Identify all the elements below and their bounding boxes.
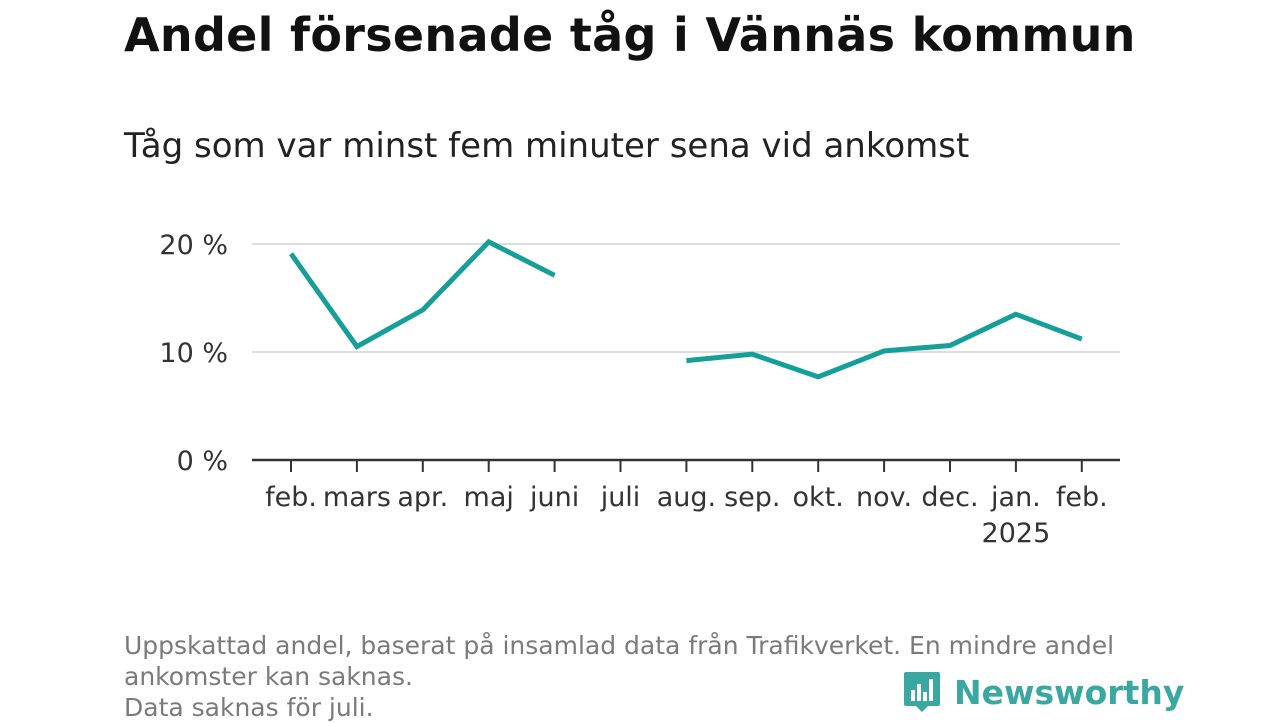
x-year-label: 2025	[982, 518, 1051, 549]
x-tick-label: feb.	[265, 482, 317, 513]
x-tick-label: nov.	[856, 482, 912, 513]
brand-name: Newsworthy	[954, 673, 1184, 712]
footnote-line-1: Uppskattad andel, baserat på insamlad da…	[124, 630, 1164, 661]
x-tick-label: maj	[464, 482, 514, 513]
series-line	[686, 314, 1081, 377]
y-tick-label: 20 %	[159, 230, 228, 261]
x-tick-label: okt.	[793, 482, 844, 513]
x-tick-label: jan.	[990, 482, 1041, 513]
y-tick-label: 10 %	[159, 338, 228, 369]
x-tick-label: sep.	[724, 482, 780, 513]
x-tick-label: feb.	[1056, 482, 1108, 513]
x-tick-label: juni	[529, 482, 579, 513]
x-tick-label: apr.	[397, 482, 448, 513]
x-tick-label: mars	[323, 482, 391, 513]
newsworthy-logo-icon	[902, 670, 942, 714]
series-line	[291, 242, 555, 347]
x-tick-label: dec.	[921, 482, 978, 513]
brand-logo: Newsworthy	[902, 670, 1184, 714]
x-tick-label: aug.	[657, 482, 716, 513]
x-tick-label: juli	[600, 482, 641, 513]
y-tick-label: 0 %	[177, 446, 228, 477]
